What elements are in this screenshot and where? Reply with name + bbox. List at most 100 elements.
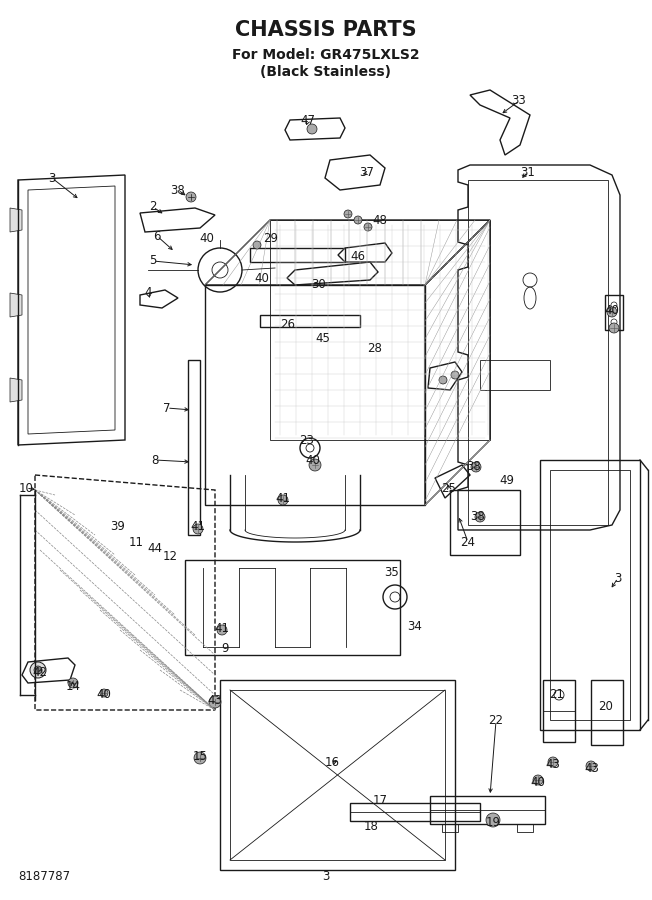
Text: 8: 8 (151, 454, 158, 466)
Text: 41: 41 (190, 520, 205, 534)
Text: 3: 3 (48, 172, 55, 184)
Text: 2: 2 (149, 201, 156, 213)
Circle shape (253, 241, 261, 249)
Circle shape (586, 761, 596, 771)
Circle shape (548, 757, 558, 767)
Text: 15: 15 (192, 750, 207, 762)
Text: 10: 10 (18, 482, 33, 494)
Text: For Model: GR475LXLS2: For Model: GR475LXLS2 (232, 48, 420, 62)
Text: 21: 21 (550, 688, 565, 700)
Text: 46: 46 (351, 250, 366, 264)
Bar (517, 824, 533, 832)
Text: 22: 22 (488, 715, 503, 727)
Circle shape (194, 752, 206, 764)
Circle shape (486, 813, 500, 827)
Text: 43: 43 (585, 761, 599, 775)
Text: 41: 41 (276, 491, 291, 505)
Text: 16: 16 (325, 757, 340, 770)
Text: 37: 37 (359, 166, 374, 179)
Text: 30: 30 (312, 278, 327, 292)
Circle shape (307, 124, 317, 134)
Bar (543, 680, 575, 742)
Circle shape (68, 678, 78, 688)
Polygon shape (10, 293, 22, 317)
Text: 19: 19 (486, 815, 501, 829)
Text: 34: 34 (408, 619, 422, 633)
Text: 48: 48 (372, 213, 387, 227)
Text: 40: 40 (254, 272, 269, 284)
Text: 38: 38 (171, 184, 185, 196)
Text: 3: 3 (614, 572, 622, 584)
Text: 6: 6 (153, 230, 161, 242)
Text: 38: 38 (471, 510, 485, 524)
Bar (480, 360, 550, 390)
Bar (185, 560, 400, 655)
Text: 25: 25 (441, 482, 456, 494)
Text: 43: 43 (207, 694, 222, 706)
Text: 14: 14 (65, 680, 80, 692)
Text: 18: 18 (364, 821, 378, 833)
Text: 5: 5 (149, 255, 156, 267)
Text: 39: 39 (111, 520, 125, 534)
Text: 40: 40 (96, 688, 111, 701)
Circle shape (217, 625, 227, 635)
Text: 41: 41 (215, 622, 230, 634)
Polygon shape (10, 208, 22, 232)
Circle shape (278, 495, 288, 505)
Circle shape (439, 376, 447, 384)
Text: 17: 17 (372, 794, 387, 806)
Circle shape (533, 775, 543, 785)
Circle shape (354, 216, 362, 224)
Circle shape (30, 662, 46, 678)
Text: 40: 40 (604, 303, 619, 317)
Text: 40: 40 (531, 776, 546, 788)
Circle shape (309, 459, 321, 471)
Text: 7: 7 (163, 401, 171, 415)
Bar (442, 824, 458, 832)
Circle shape (193, 524, 203, 534)
Circle shape (609, 323, 619, 333)
Text: 45: 45 (316, 331, 331, 345)
Circle shape (186, 192, 196, 202)
Text: 11: 11 (128, 536, 143, 550)
Circle shape (364, 223, 372, 231)
Bar (591, 680, 623, 745)
Bar (350, 803, 480, 821)
Bar (468, 180, 608, 525)
Text: 31: 31 (520, 166, 535, 178)
Text: 26: 26 (280, 319, 295, 331)
Text: 42: 42 (33, 667, 48, 680)
Text: 49: 49 (499, 473, 514, 487)
Bar (230, 690, 445, 860)
Bar (430, 796, 545, 824)
Circle shape (209, 696, 221, 708)
Polygon shape (10, 378, 22, 402)
Text: 24: 24 (460, 536, 475, 548)
Text: 43: 43 (546, 758, 561, 770)
Text: 38: 38 (467, 461, 481, 473)
Text: 47: 47 (301, 114, 316, 128)
Circle shape (344, 210, 352, 218)
Bar (220, 680, 455, 870)
Text: 33: 33 (512, 94, 526, 107)
Bar (188, 360, 200, 535)
Text: 40: 40 (306, 454, 320, 467)
Text: 12: 12 (162, 550, 177, 562)
Bar (260, 315, 360, 327)
Text: 9: 9 (221, 642, 229, 654)
Text: 40: 40 (200, 231, 215, 245)
Text: 35: 35 (385, 565, 400, 579)
Text: CHASSIS PARTS: CHASSIS PARTS (235, 20, 417, 40)
Circle shape (471, 462, 481, 472)
Text: 8187787: 8187787 (18, 870, 70, 884)
Text: 29: 29 (263, 231, 278, 245)
Text: 44: 44 (147, 542, 162, 554)
Bar (605, 295, 623, 330)
Bar (250, 248, 345, 262)
Text: 23: 23 (299, 434, 314, 446)
Circle shape (100, 689, 108, 697)
Text: 20: 20 (599, 699, 614, 713)
Text: 4: 4 (144, 286, 152, 300)
Text: 28: 28 (368, 341, 383, 355)
Bar (550, 470, 630, 720)
